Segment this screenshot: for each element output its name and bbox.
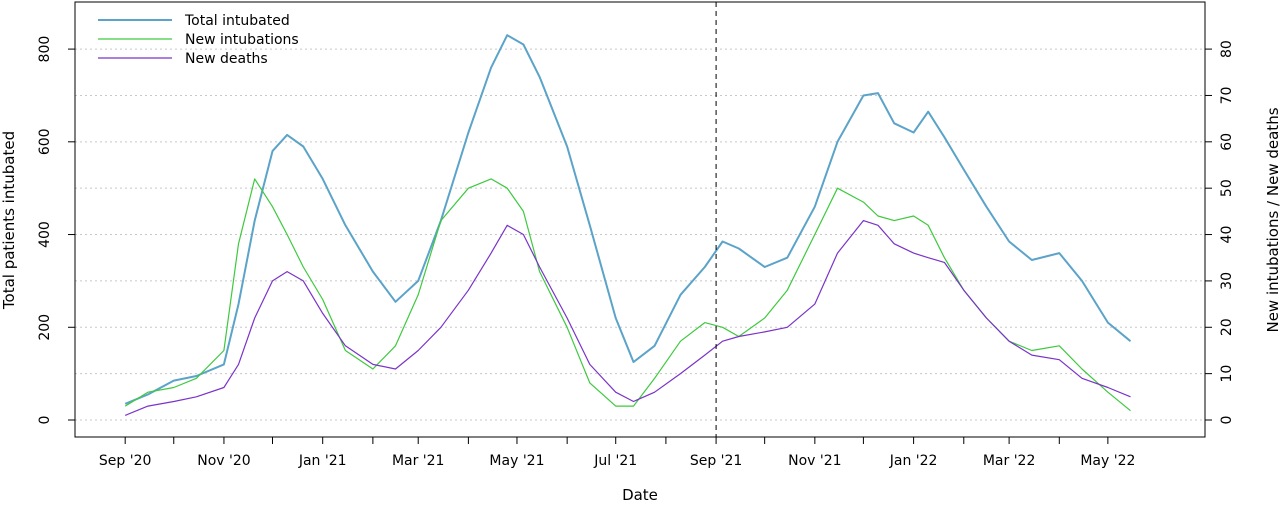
horizontal-gridlines <box>75 48 1205 421</box>
legend-label-total-intubated: Total intubated <box>184 13 290 29</box>
right-tick-label: 70 <box>1219 87 1235 105</box>
right-tick-label: 40 <box>1219 226 1235 244</box>
x-tick-label: Sep '21 <box>690 453 743 469</box>
left-tick-label: 400 <box>37 221 53 248</box>
right-y-axis: 0 10 20 30 40 50 60 70 80 <box>1204 40 1235 425</box>
series-line-total-intubated <box>124 34 1132 405</box>
legend-label-new-intubations: New intubations <box>185 32 299 48</box>
x-tick-label: Nov '21 <box>788 453 841 469</box>
x-tick-label: Jan '21 <box>298 453 347 469</box>
right-tick-label: 10 <box>1219 365 1235 383</box>
left-tick-label: 200 <box>37 314 53 341</box>
right-tick-label: 50 <box>1219 179 1235 197</box>
series-line-new-deaths <box>124 220 1131 416</box>
right-tick-label: 30 <box>1219 272 1235 290</box>
legend-label-new-deaths: New deaths <box>185 51 268 67</box>
left-tick-label: 0 <box>37 416 53 425</box>
right-tick-label: 20 <box>1219 318 1235 336</box>
series-lines <box>124 34 1132 416</box>
x-tick-label: Jul '21 <box>593 453 637 469</box>
right-tick-label: 80 <box>1219 40 1235 58</box>
x-tick-label: Nov '20 <box>197 453 250 469</box>
left-y-axis: 0 200 400 600 800 <box>37 36 76 425</box>
series-line-new-intubations <box>124 178 1131 412</box>
x-tick-label: May '22 <box>1080 453 1135 469</box>
left-tick-label: 800 <box>37 36 53 63</box>
right-y-axis-title: New intubations / New deaths <box>1264 107 1280 332</box>
left-tick-label: 600 <box>37 128 53 155</box>
x-tick-label: Sep '20 <box>99 453 152 469</box>
x-axis-title: Date <box>622 486 658 504</box>
right-tick-label: 60 <box>1219 133 1235 151</box>
x-tick-label: Jan '22 <box>889 453 938 469</box>
x-tick-label: Mar '22 <box>983 453 1036 469</box>
right-tick-label: 0 <box>1219 416 1235 425</box>
x-tick-label: Mar '21 <box>392 453 445 469</box>
left-y-axis-title: Total patients intubated <box>0 131 18 310</box>
legend: Total intubated New intubations New deat… <box>98 13 299 67</box>
x-axis: Sep '20 Nov '20 Jan '21 Mar '21 May '21 Jul '… <box>99 436 1135 469</box>
x-tick-label: May '21 <box>489 453 544 469</box>
